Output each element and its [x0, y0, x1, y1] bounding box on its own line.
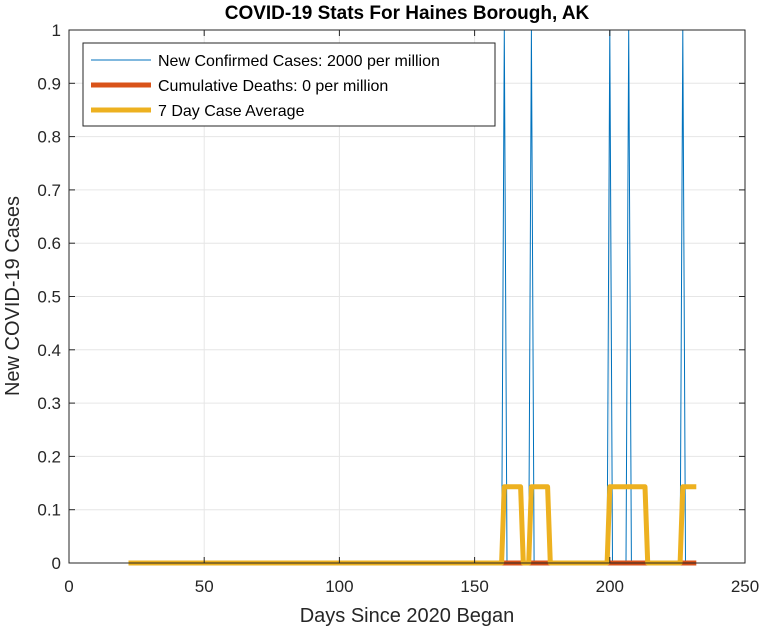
legend: New Confirmed Cases: 2000 per million Cum…: [82, 42, 496, 127]
y-tick-label: 0.1: [37, 501, 61, 520]
legend-label-3: 7 Day Case Average: [158, 103, 305, 120]
y-axis-label: New COVID-19 Cases: [2, 196, 24, 396]
y-tick-label: 0.8: [37, 128, 61, 147]
y-tick-label: 0: [52, 554, 61, 573]
y-tick-label: 0.4: [37, 341, 61, 360]
x-tick-label: 0: [64, 577, 73, 596]
y-tick-label: 0.6: [37, 234, 61, 253]
y-tick-label: 0.3: [37, 394, 61, 413]
x-tick-label: 250: [731, 577, 759, 596]
y-tick-label: 0.5: [37, 288, 61, 307]
legend-label-2: Cumulative Deaths: 0 per million: [158, 78, 388, 95]
x-tick-label: 200: [596, 577, 624, 596]
chart-title: COVID-19 Stats For Haines Borough, AK: [225, 3, 590, 24]
x-tick-label: 50: [195, 577, 214, 596]
y-tick-label: 1: [52, 21, 61, 40]
axis-ticks: 0 50 100 150 200 250 0 0.1 0.2 0.3 0.4 0.5 0.6 0.7 0.8…: [37, 21, 759, 596]
y-tick-label: 0.2: [37, 447, 61, 466]
y-tick-label: 0.9: [37, 74, 61, 93]
x-tick-label: 100: [325, 577, 353, 596]
y-tick-label: 0.7: [37, 181, 61, 200]
x-axis-label: Days Since 2020 Began: [300, 605, 515, 627]
x-tick-label: 150: [460, 577, 488, 596]
legend-label-1: New Confirmed Cases: 2000 per million: [158, 53, 440, 70]
legend-box: [82, 42, 496, 127]
